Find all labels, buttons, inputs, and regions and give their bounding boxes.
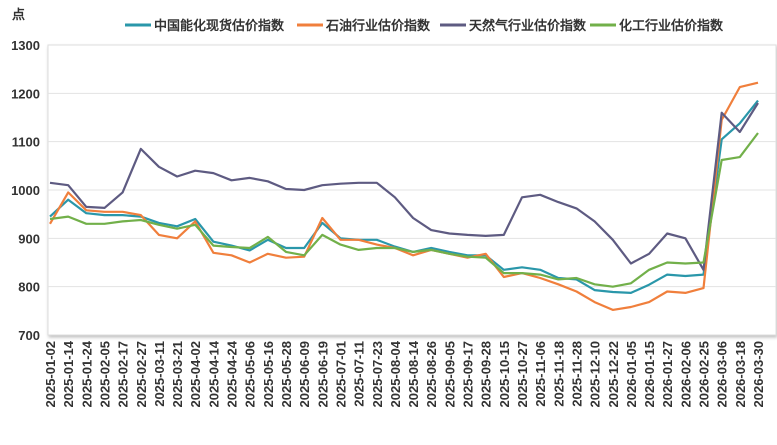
x-tick-label: 2025-02-17 [116, 341, 131, 408]
x-tick-label: 2025-02-05 [97, 341, 112, 408]
x-tick-label: 2026-02-06 [678, 341, 693, 408]
x-axis: 2025-01-02 2025-01-14 2025-01-24 2025-02-05… [43, 340, 766, 407]
x-tick-label: 2025-07-01 [333, 341, 348, 408]
y-tick-label: 1300 [11, 38, 40, 53]
x-tick-label: 2026-01-27 [660, 341, 675, 408]
x-tick-label: 2025-10-15 [497, 341, 512, 408]
x-tick-label: 2025-06-19 [315, 341, 330, 408]
x-tick-label: 2025-06-09 [297, 341, 312, 408]
x-tick-label: 2025-09-28 [479, 341, 494, 408]
legend-item-0[interactable]: 中国能化现货估价指数 [125, 18, 285, 34]
legend-item-3[interactable]: 化工行业估价指数 [590, 18, 724, 34]
y-axis-unit: 点 [12, 7, 25, 23]
x-tick-label: 2025-03-21 [170, 341, 185, 408]
x-tick-label: 2025-05-06 [243, 341, 258, 408]
x-tick-label: 2025-04-24 [225, 340, 240, 407]
x-tick-label: 2025-01-14 [61, 340, 76, 407]
x-tick-label: 2025-12-22 [606, 341, 621, 408]
series-line-1 [49, 81, 759, 311]
legend-label: 石油行业估价指数 [325, 18, 431, 34]
legend-item-2[interactable]: 天然气行业估价指数 [440, 18, 587, 34]
y-tick-label: 1100 [12, 135, 40, 150]
x-tick-label: 2026-03-30 [751, 341, 766, 408]
x-tick-label: 2026-03-18 [733, 341, 748, 408]
gridlines [48, 92, 776, 288]
x-tick-label: 2025-08-26 [424, 341, 439, 408]
x-tick-label: 2026-03-06 [715, 341, 730, 408]
x-tick-label: 2025-12-10 [588, 341, 603, 408]
series-lines [49, 81, 759, 311]
x-tick-label: 2025-11-06 [533, 341, 548, 407]
x-tick-label: 2026-01-05 [624, 341, 639, 408]
x-tick-label: 2025-01-02 [43, 341, 58, 408]
series-line-2 [49, 102, 759, 271]
y-tick-label: 800 [18, 280, 40, 295]
y-tick-label: 1200 [11, 86, 40, 101]
x-tick-label: 2025-07-11 [352, 341, 367, 407]
x-tick-label: 2025-08-04 [388, 340, 403, 407]
x-tick-label: 2025-05-16 [261, 341, 276, 408]
x-tick-label: 2025-11-28 [569, 341, 584, 407]
series-line-3 [49, 132, 759, 288]
x-tick-label: 2025-07-23 [370, 341, 385, 408]
legend-label: 天然气行业估价指数 [469, 18, 587, 34]
x-tick-label: 2025-05-28 [279, 341, 294, 408]
y-tick-label: 700 [18, 328, 40, 343]
x-tick-label: 2025-02-27 [134, 341, 149, 408]
legend-item-1[interactable]: 石油行业估价指数 [297, 18, 431, 34]
x-tick-label: 2025-01-24 [79, 340, 94, 407]
y-axis: 700 800 900 1000 1100 1200 1300 [11, 38, 40, 343]
y-tick-label: 900 [18, 231, 40, 246]
x-tick-label: 2025-04-14 [206, 340, 221, 407]
legend-label: 中国能化现货估价指数 [154, 18, 285, 34]
x-tick-label: 2025-08-14 [406, 340, 421, 407]
x-tick-label: 2025-09-05 [442, 341, 457, 408]
x-tick-label: 2026-01-15 [642, 341, 657, 408]
legend: 中国能化现货估价指数 石油行业估价指数 天然气行业估价指数 化工行业估价指数 [125, 18, 724, 34]
x-tick-label: 2025-10-27 [515, 341, 530, 408]
x-tick-label: 2026-02-25 [697, 341, 712, 408]
y-tick-label: 1000 [11, 183, 40, 198]
x-tick-label: 2025-11-18 [551, 341, 566, 407]
legend-label: 化工行业估价指数 [619, 18, 724, 34]
x-tick-label: 2025-03-11 [152, 341, 167, 407]
x-tick-label: 2025-04-02 [188, 341, 203, 408]
x-tick-label: 2025-09-17 [461, 341, 476, 408]
